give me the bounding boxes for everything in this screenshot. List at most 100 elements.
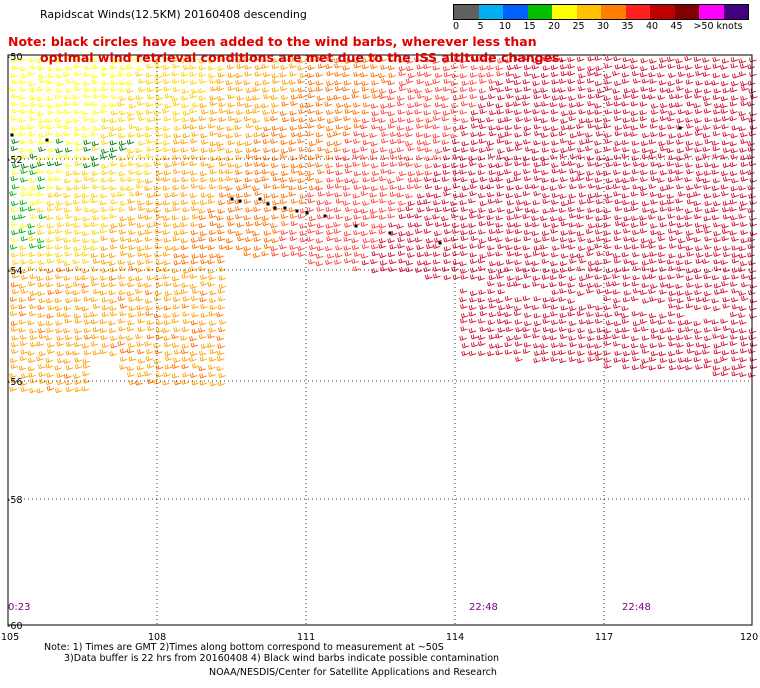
wind-barb (523, 71, 532, 77)
wind-barb (343, 245, 352, 251)
wind-barb (235, 193, 244, 199)
wind-barb (225, 185, 233, 191)
wind-barb (180, 199, 189, 205)
wind-barb (631, 244, 640, 250)
wind-barb (37, 176, 46, 182)
wind-barb (676, 155, 685, 161)
wind-barb (703, 304, 711, 311)
wind-barb (362, 139, 371, 146)
wind-barb (686, 296, 695, 302)
wind-barb (550, 356, 558, 362)
wind-barb (126, 185, 134, 192)
wind-barb (468, 222, 476, 229)
wind-barb (406, 117, 415, 124)
wind-barb (369, 229, 377, 235)
wind-barb (676, 148, 685, 154)
wind-barb (595, 311, 603, 318)
wind-barb (567, 282, 575, 288)
wind-barb (171, 318, 179, 324)
wind-barb (407, 252, 415, 258)
legend-swatch-11 (723, 5, 748, 19)
wind-barb (289, 244, 297, 250)
wind-barb (552, 245, 560, 251)
wind-barb (550, 109, 559, 115)
wind-barb (488, 85, 497, 91)
wind-barb (667, 124, 675, 130)
wind-barb (387, 213, 395, 219)
wind-barb (279, 198, 288, 205)
wind-barb (343, 191, 351, 197)
wind-barb (587, 65, 595, 72)
wind-barb (434, 231, 442, 237)
legend-swatch-1 (478, 5, 503, 19)
wind-barb (702, 95, 711, 101)
wind-barb (11, 335, 19, 341)
wind-barb (685, 162, 693, 168)
wind-barb (406, 213, 415, 219)
wind-barb (567, 145, 576, 152)
wind-barb (20, 73, 29, 79)
wind-barb (695, 258, 704, 264)
wind-barb (46, 298, 54, 304)
wind-barb (587, 335, 595, 342)
wind-barb (504, 161, 513, 167)
wind-barb (380, 154, 389, 161)
wind-barb (72, 373, 81, 379)
wind-barb (523, 86, 532, 92)
wind-barb (488, 169, 497, 176)
wind-barb (533, 175, 542, 181)
wind-barb (549, 282, 557, 288)
wind-barb (270, 109, 279, 115)
wind-barb (371, 268, 379, 274)
wind-barb (693, 267, 701, 274)
wind-barb (631, 88, 639, 94)
wind-barb (10, 207, 19, 213)
wind-barb (613, 56, 621, 62)
wind-barb (623, 290, 632, 296)
wind-barb (146, 334, 155, 340)
wind-barb (641, 147, 650, 154)
wind-barb (559, 261, 568, 267)
wind-barb (370, 141, 378, 147)
wind-barb (478, 193, 486, 199)
wind-barb (738, 58, 747, 64)
wind-barb (558, 207, 567, 213)
wind-barb (469, 290, 478, 297)
wind-barb (640, 176, 648, 183)
wind-barb (587, 123, 596, 129)
wind-barb (615, 220, 623, 227)
wind-barb (452, 251, 460, 257)
wind-barb (263, 147, 271, 153)
wind-barb (668, 236, 677, 242)
wind-barb (110, 58, 119, 64)
wind-barb (172, 177, 180, 183)
wind-barb (477, 131, 486, 137)
contamination-marker (266, 202, 270, 206)
wind-barb (630, 191, 639, 197)
wind-barb (587, 193, 596, 199)
wind-barb (495, 162, 504, 169)
wind-barb (181, 303, 190, 309)
wind-barb (604, 79, 612, 85)
wind-barb (326, 235, 334, 242)
wind-barb (128, 191, 137, 197)
wind-barb (82, 116, 91, 122)
wind-barb (712, 192, 721, 198)
wind-barb (198, 58, 206, 64)
wind-barb (694, 274, 703, 280)
wind-barb (559, 236, 568, 243)
wind-barb (36, 238, 45, 244)
wind-barb (470, 110, 479, 116)
wind-barb (578, 199, 587, 205)
wind-barb (405, 125, 414, 132)
wind-barb (587, 161, 595, 167)
wind-barb (595, 131, 604, 137)
wind-barb (469, 79, 478, 86)
wind-barb (288, 185, 297, 191)
wind-barb (405, 58, 414, 64)
wind-barb (506, 335, 514, 342)
wind-barb (236, 185, 244, 191)
wind-barb (659, 266, 667, 272)
wind-barb (263, 193, 272, 199)
wind-barb (666, 87, 675, 94)
